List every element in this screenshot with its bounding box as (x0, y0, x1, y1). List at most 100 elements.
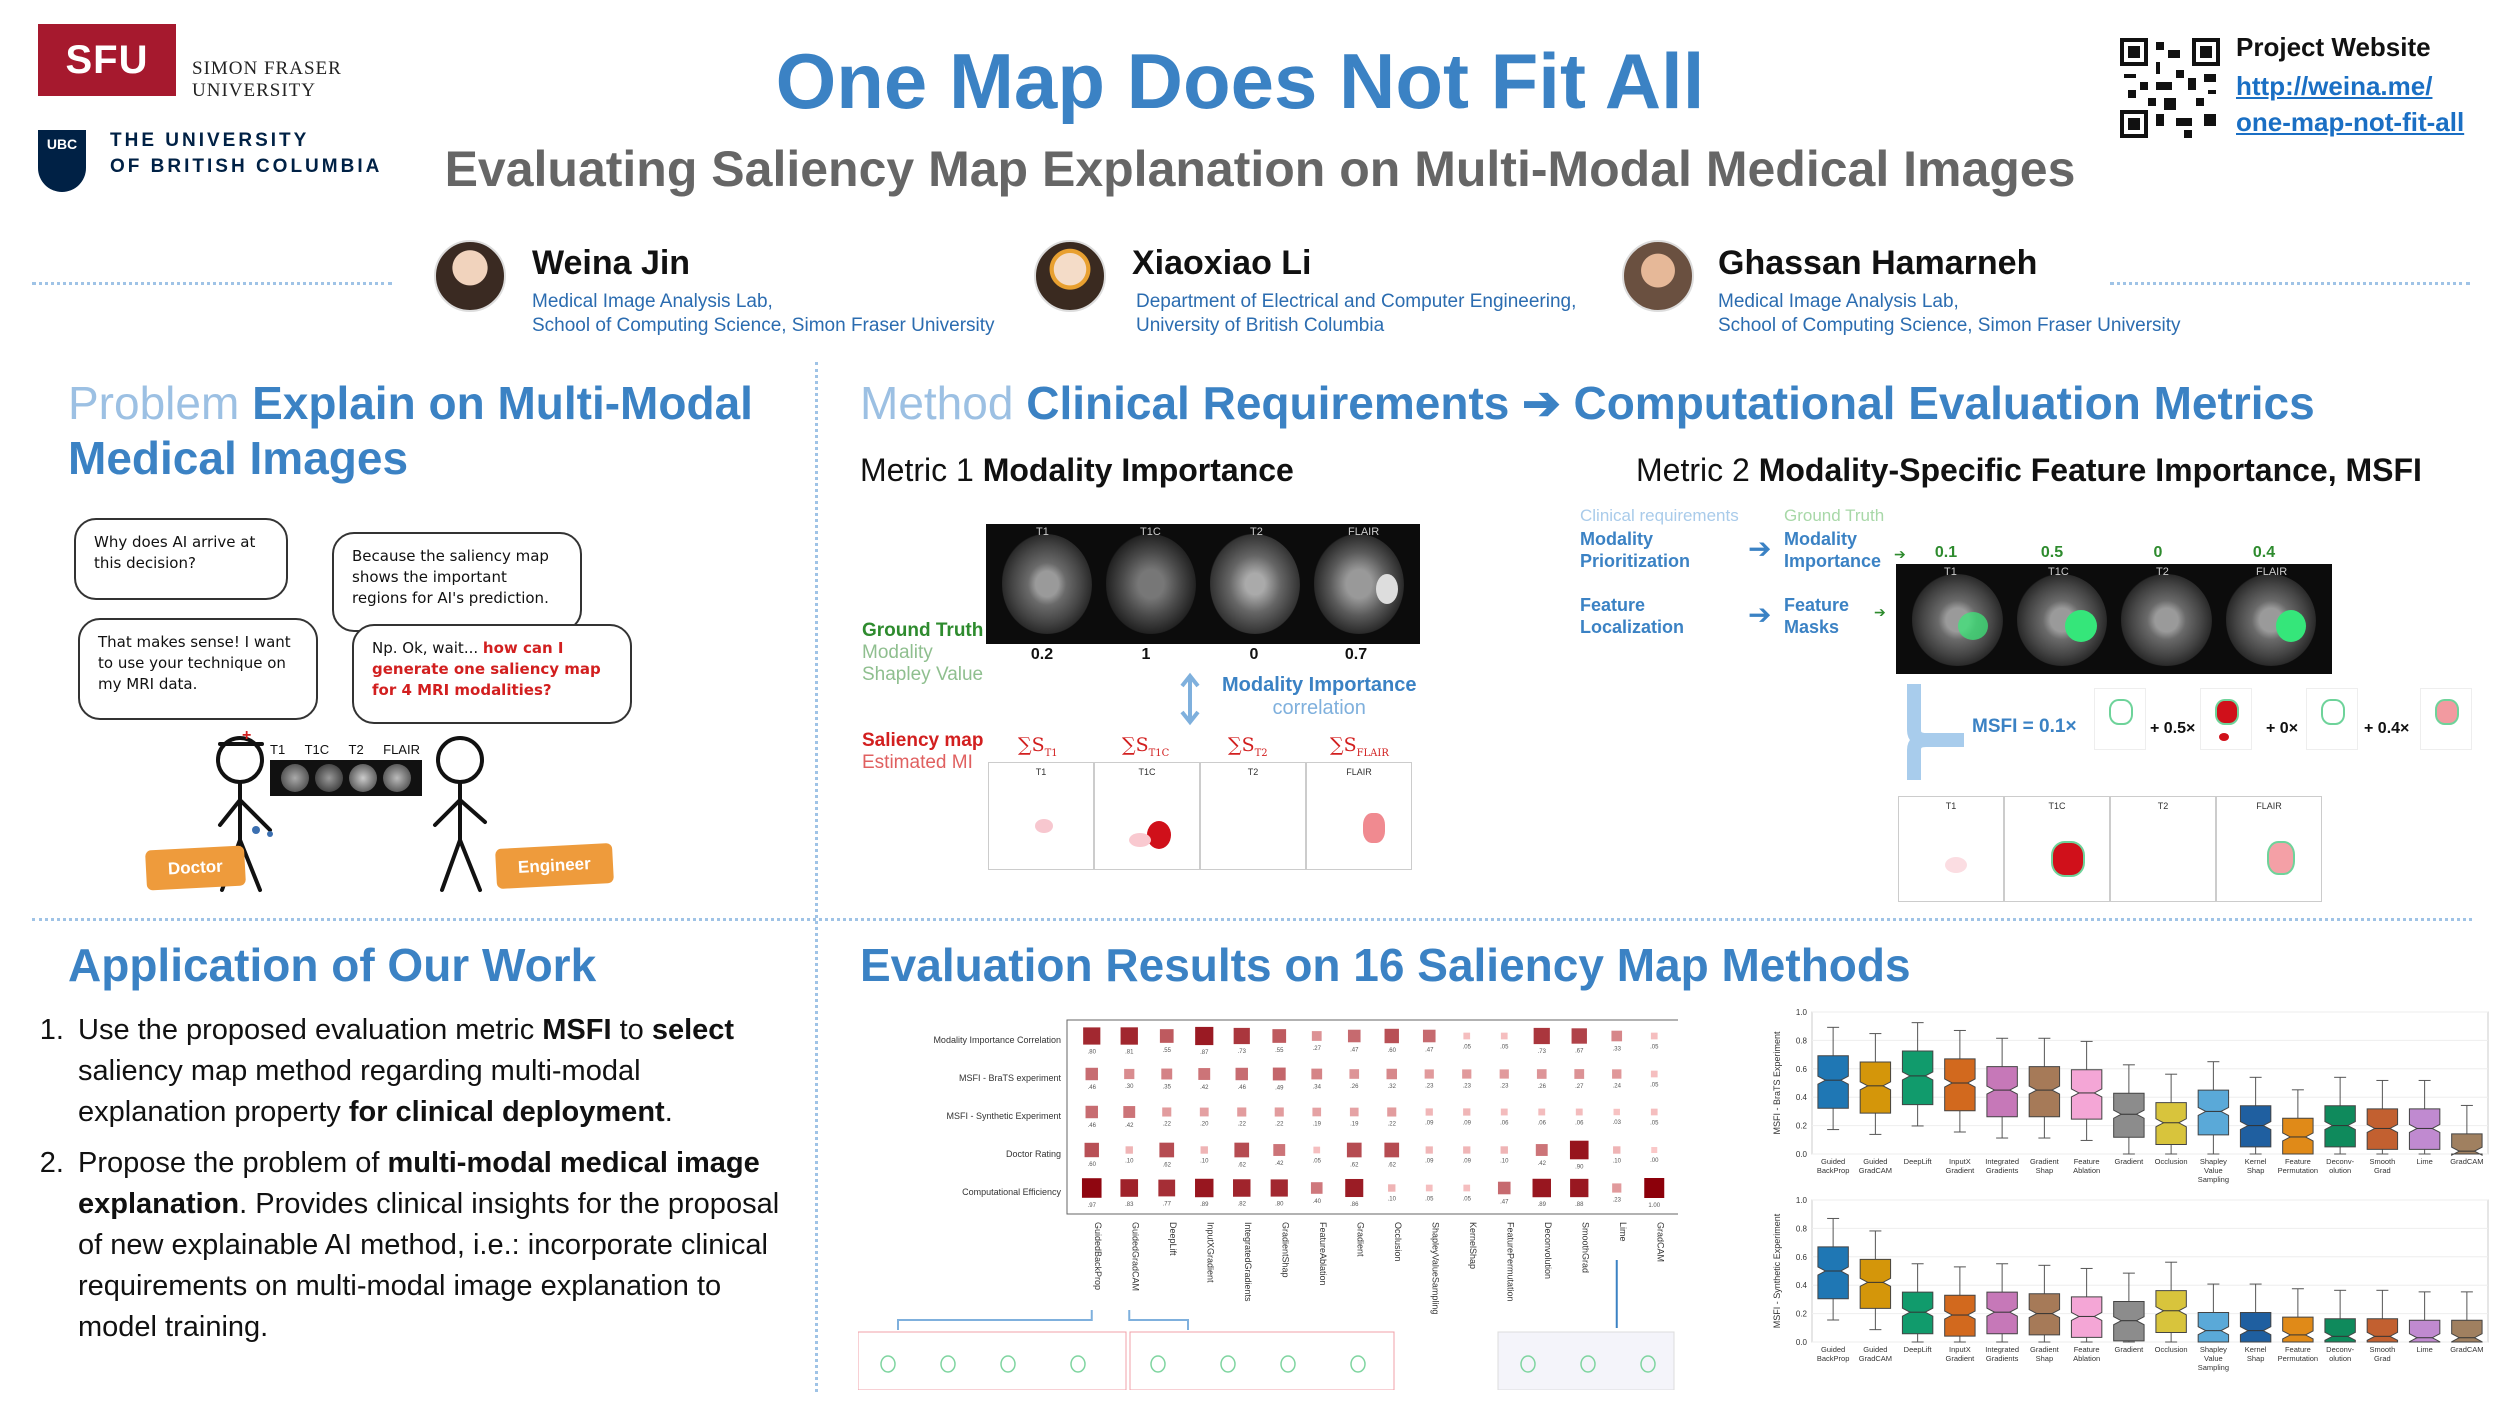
sfu-name: SIMON FRASER UNIVERSITY (192, 58, 342, 102)
heatmap-col-label: GradientShap (1280, 1222, 1290, 1278)
heatmap-cell (1532, 1178, 1551, 1198)
sfu-logo-text: SFU (65, 37, 149, 82)
heatmap-cell-value: .09 (1425, 1159, 1434, 1165)
ground-truth-label: Ground Truth (1784, 506, 1885, 525)
heatmap-cell-value: .05 (1463, 1044, 1472, 1050)
x-tick-label: Gradient (1945, 1166, 1975, 1175)
heatmap-cell (1574, 1069, 1585, 1079)
thumbnail-mask (1070, 1355, 1086, 1373)
heatmap-cell-value: .49 (1275, 1085, 1284, 1091)
x-tick-label: Gradient (2114, 1157, 2144, 1166)
heatmap-cell (1644, 1178, 1665, 1198)
doctor-speech-bubble-1: Why does AI arrive at this decision? (74, 518, 288, 600)
modality-label: T2 (348, 742, 364, 757)
modality-value: 0 (2153, 544, 2163, 561)
project-website-link[interactable]: http://weina.me/ one-map-not-fit-all (2236, 68, 2496, 140)
x-tick-label: Lime (2416, 1157, 2432, 1166)
req-line: Prioritization (1580, 551, 1691, 571)
heatmap-cell-value: .80 (1088, 1050, 1097, 1056)
heatmap-cell (1347, 1029, 1361, 1043)
heatmap-cell (1158, 1179, 1176, 1197)
sfu-logo: SFU (38, 24, 176, 96)
sum-label: ∑SFLAIR (1330, 734, 1389, 759)
heatmap-cell (1081, 1178, 1102, 1198)
metric2-mri-strip (1896, 564, 2332, 674)
x-tick-label: Ablation (2073, 1354, 2100, 1363)
arrow-small-icon: ➔ (1874, 604, 1886, 620)
box (1817, 1246, 1849, 1300)
modality-importance-label: Modality Importance correlation (1222, 674, 1416, 720)
sum-sub: T2 (1254, 747, 1268, 759)
bubble-text-plain: Np. Ok, wait... (372, 639, 483, 657)
metric1-mri-strip (986, 524, 1420, 644)
heatmap-cell-value: .47 (1350, 1047, 1359, 1053)
heatmap-cell (1650, 1108, 1658, 1116)
box (1944, 1294, 1976, 1337)
heatmap-row-label: Modality Importance Correlation (933, 1035, 1061, 1045)
bubble-text-highlight: how can I generate one saliency map for … (372, 639, 601, 699)
box (1859, 1258, 1892, 1309)
modality-value: 0.4 (2252, 544, 2276, 561)
heatmap-cell (1159, 1142, 1175, 1158)
x-tick-label: GradCAM (1859, 1354, 1892, 1363)
box (2239, 1105, 2272, 1148)
divider (32, 282, 392, 285)
heatmap-cell (1195, 1026, 1214, 1046)
heatmap-cell-value: .86 (1350, 1202, 1359, 1208)
heatmap-cell-value: .10 (1613, 1159, 1622, 1165)
gt-value: 0 (1249, 646, 1259, 663)
heatmap-cell-value: .26 (1350, 1084, 1359, 1090)
x-tick-label: Grad (2374, 1354, 2391, 1363)
heatmap-cell-value: .23 (1500, 1084, 1509, 1090)
heatmap-cell-value: .06 (1575, 1120, 1584, 1126)
heatmap-cell (1500, 1146, 1508, 1154)
msfi-term-image (2420, 688, 2472, 750)
mri-t1c (2016, 574, 2107, 666)
heatmap-cell-value: .10 (1500, 1159, 1509, 1165)
heatmap-cell-value: .06 (1538, 1120, 1547, 1126)
heatmap-cell-value: .62 (1388, 1162, 1397, 1168)
arrow-right-icon: ➔ (1522, 377, 1561, 429)
msfi-map-flair: FLAIR (2216, 796, 2322, 902)
req-line: Feature (1580, 595, 1646, 615)
modality-value: 0.1 (1934, 544, 1958, 561)
heatmap-cell (1125, 1146, 1133, 1154)
qr-code-icon[interactable] (2120, 38, 2220, 138)
x-tick-label: Guided (1863, 1157, 1887, 1166)
heatmap-cell-value: .27 (1575, 1084, 1584, 1090)
heatmap-cell-value: .42 (1275, 1161, 1284, 1167)
box (2028, 1293, 2061, 1336)
heatmap-col-label: Gradient (1355, 1222, 1365, 1257)
project-link-line2[interactable]: one-map-not-fit-all (2236, 107, 2465, 137)
mri-flair (1314, 534, 1404, 634)
x-tick-label: Feature (2285, 1345, 2311, 1354)
sum-sub: T1C (1148, 747, 1170, 759)
x-tick-label: Occlusion (2155, 1157, 2188, 1166)
saliency-map-t1c: T1C (1094, 762, 1200, 870)
author-name: Xiaoxiao Li (1132, 244, 1312, 282)
mi-label: Modality Importance (1222, 674, 1417, 696)
heatmap-cell-value: .42 (1538, 1161, 1547, 1167)
heatmap-cell-value: .23 (1613, 1198, 1622, 1204)
heatmap-cell (1425, 1146, 1433, 1154)
heatmap-cell (1235, 1067, 1248, 1081)
heatmap-cell-value: .60 (1088, 1162, 1097, 1168)
image-label: T2 (2156, 566, 2169, 578)
metric2-name: Modality-Specific Feature Importance, MS… (1758, 452, 2422, 488)
affiliation-line: University of British Columbia (1136, 315, 1385, 336)
affiliation-line: Department of Electrical and Computer En… (1136, 291, 1577, 312)
y-tick-label: 0.2 (1796, 1310, 1808, 1319)
x-tick-label: Feature (2285, 1157, 2311, 1166)
project-link-line1[interactable]: http://weina.me/ (2236, 71, 2433, 101)
heatmap-row-label: Doctor Rating (1006, 1149, 1061, 1159)
problem-section-title: Problem Explain on Multi-Modal Medical I… (68, 376, 788, 486)
arrow-right-icon: ➔ (1748, 599, 1772, 630)
saliency-sub: Estimated MI (862, 752, 973, 773)
heatmap-cell (1123, 1106, 1136, 1118)
merge-arrow-icon (1907, 684, 1964, 780)
heatmap-cell-value: .09 (1425, 1121, 1434, 1127)
x-tick-label: Permutation (2278, 1166, 2318, 1175)
heatmap-cell (1120, 1027, 1138, 1045)
method-section-title: Method Clinical Requirements ➔ Computati… (860, 376, 2480, 431)
heatmap-cell-value: .62 (1163, 1162, 1172, 1168)
